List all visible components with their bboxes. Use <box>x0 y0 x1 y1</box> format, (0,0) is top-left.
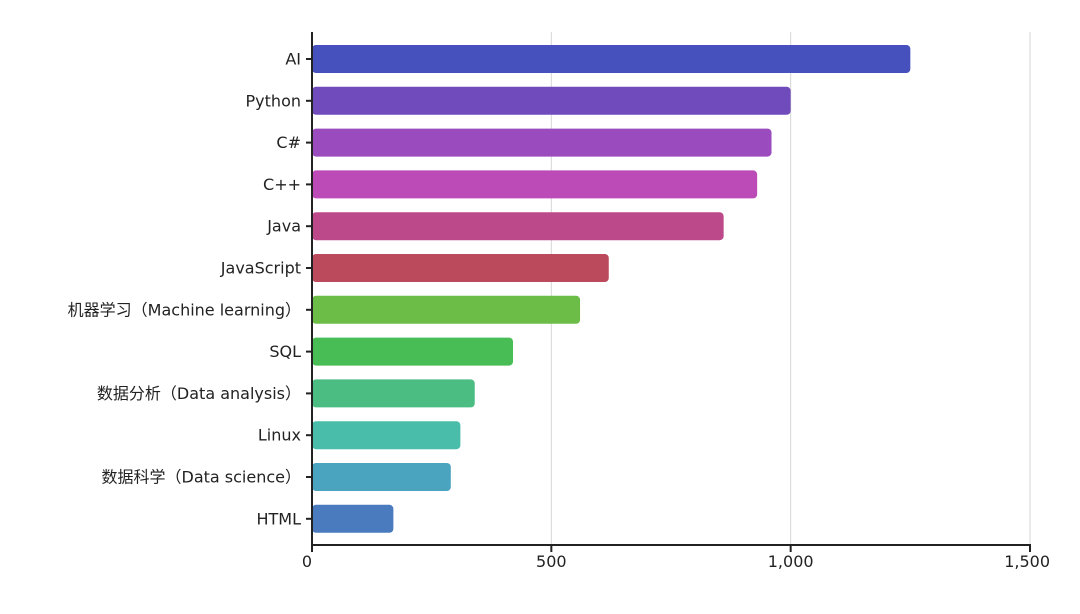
x-tick-label: 0 <box>302 552 312 571</box>
bar <box>312 421 461 450</box>
bar <box>312 212 724 241</box>
category-label: JavaScript <box>220 259 301 278</box>
category-label: 机器学习（Machine learning） <box>68 300 301 319</box>
y-axis: AI Python C# C++ Java JavaScript 机器学习（Machine … <box>68 32 313 546</box>
category-label: Linux <box>258 426 301 445</box>
category-label: C# <box>276 133 301 152</box>
bars <box>312 45 911 533</box>
bar <box>312 337 514 366</box>
category-label: 数据分析（Data analysis） <box>97 384 301 403</box>
category-label: 数据科学（Data science） <box>102 468 302 487</box>
bar <box>312 504 394 533</box>
x-tick-label: 1,000 <box>768 552 814 571</box>
bar <box>312 254 609 282</box>
category-label: Python <box>246 91 301 110</box>
category-label: Java <box>266 217 301 236</box>
category-label: C++ <box>263 175 301 194</box>
category-label: AI <box>285 50 301 69</box>
category-label: SQL <box>269 342 301 361</box>
bar <box>312 45 911 73</box>
bar <box>312 379 475 408</box>
bar <box>312 463 451 491</box>
bar <box>312 128 772 157</box>
bar <box>312 295 581 324</box>
x-tick-label: 1,500 <box>1004 552 1050 571</box>
x-tick-label: 500 <box>536 552 567 571</box>
category-label: HTML <box>256 509 301 528</box>
x-axis: 0 500 1,000 1,500 <box>302 544 1050 571</box>
bar <box>312 170 758 199</box>
gridlines <box>550 32 1031 545</box>
bar <box>312 86 791 115</box>
